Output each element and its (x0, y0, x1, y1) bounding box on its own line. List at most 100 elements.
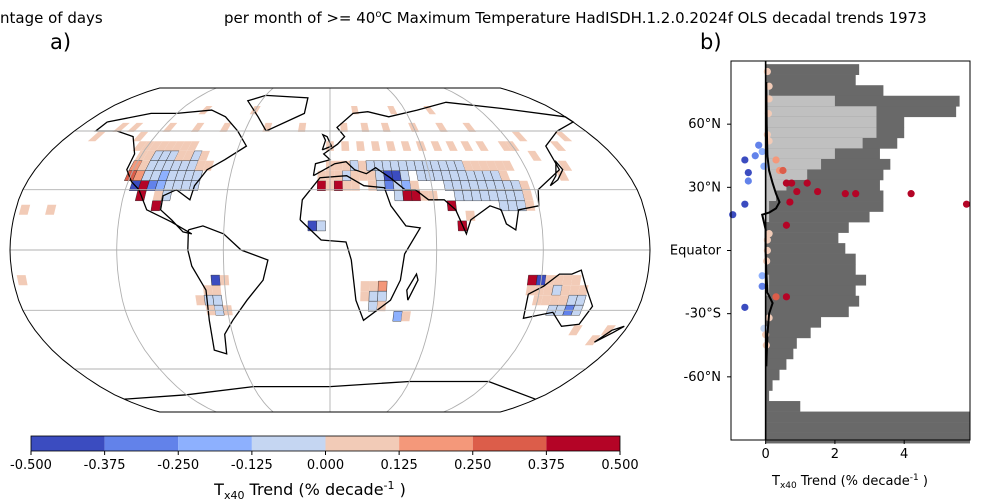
profile-xtick-label: 2 (831, 447, 839, 462)
dark-bar (765, 422, 970, 433)
map-grid-cell (333, 180, 344, 191)
map-grid-cell (340, 122, 348, 132)
map-grid-cell (555, 170, 570, 181)
dark-bar (765, 201, 884, 212)
trend-point (758, 272, 766, 280)
coastline (522, 269, 594, 327)
map-grid-cell (360, 291, 370, 302)
map-grid-cell (435, 122, 448, 132)
map-grid-cell (137, 160, 151, 171)
map-grid-cell (571, 275, 582, 286)
trend-point (813, 187, 822, 196)
profile-ytick-label: -60°N (684, 370, 721, 385)
light-bar (765, 211, 770, 223)
map-grid-cell (402, 190, 413, 201)
map-grid-cell (126, 122, 144, 132)
light-bar (765, 201, 770, 212)
map-grid-cell (366, 170, 377, 181)
panel-b-label: b) (700, 30, 722, 54)
map-grid-cell (186, 141, 200, 151)
trend-point (765, 230, 773, 238)
profile-ytick-label: 60°N (688, 117, 721, 132)
dark-bar (765, 211, 870, 223)
map-grid-cell (501, 160, 515, 171)
dark-bar (765, 411, 970, 423)
dark-bar (765, 253, 856, 265)
colorbar-tick-label: 0.500 (601, 458, 638, 473)
trend-point (744, 168, 752, 177)
map-grid-cell (409, 180, 420, 191)
map-grid-cell (163, 141, 178, 151)
map-grid-cell (377, 291, 387, 302)
colorbar-tick-label: 0.250 (454, 458, 491, 473)
title-superscript: o (375, 9, 382, 20)
dark-bar (765, 274, 867, 286)
dark-bar (765, 432, 970, 444)
trend-point (779, 166, 787, 175)
map-grid-cell (132, 131, 149, 142)
map-grid-cell (460, 141, 474, 151)
profile-ytick-label: 30°N (688, 180, 721, 195)
map-grid-cell (527, 150, 542, 161)
graticule-meridian (222, 87, 274, 413)
map-grid-cell (195, 295, 206, 306)
map-grid-cell (469, 160, 482, 171)
map-grid-cell (560, 285, 571, 296)
map-grid-cell (155, 141, 170, 151)
map-grid-cell (351, 180, 360, 191)
map-grid-cell (316, 220, 326, 232)
dark-bar (765, 379, 773, 391)
map-grid-cell (360, 281, 370, 292)
map-grid-cell (342, 180, 352, 191)
map-grid-cell (316, 180, 327, 191)
map-grid-cell (584, 335, 601, 346)
map-grid-cell (400, 141, 412, 151)
map-grid-cell (475, 141, 489, 151)
map-grid-cell (562, 275, 573, 286)
colorbar: -0.500 -0.375 -0.250 -0.125 0.000 0.125 0.250 0… (10, 435, 639, 473)
trend-point (793, 187, 801, 196)
light-bar (765, 148, 835, 160)
map-grid-cell (162, 122, 178, 132)
profile-ytick-label: -30°S (685, 307, 721, 322)
light-bar (765, 169, 808, 181)
map-grid-cell (554, 131, 573, 142)
map-grid-cell (182, 150, 195, 161)
trend-point (962, 200, 971, 208)
map-grid-cell (549, 295, 561, 306)
map-grid-cell (16, 275, 28, 286)
map-grid-cell (568, 325, 583, 336)
colorbar-tick-label: -0.250 (157, 458, 199, 473)
map-grid-cell (522, 190, 534, 201)
colorbar-tick-label: -0.125 (231, 458, 273, 473)
map-grid-cell (493, 160, 507, 171)
dark-bar (765, 64, 860, 75)
map-grid-cell (179, 141, 193, 151)
map-grid-cell (368, 291, 379, 302)
map-grid-cell (477, 160, 491, 171)
map-grid-cell (210, 274, 221, 286)
dark-bar (765, 316, 822, 328)
graticule-meridian (116, 87, 217, 413)
map-grid-cell (540, 295, 552, 306)
map-grid-cell (518, 180, 531, 191)
map-grid-cell (526, 274, 538, 286)
map-grid-cell (171, 141, 185, 151)
map-grid-cell (392, 311, 403, 322)
trend-point (755, 141, 763, 149)
map-grid-cell (569, 285, 580, 296)
map-grid-cell (198, 150, 210, 161)
map-grid-cell (380, 122, 391, 132)
map-grid-cell (542, 285, 554, 296)
trend-point (782, 293, 791, 301)
map-grid-cell (498, 170, 511, 181)
colorbar-tick-label: -0.500 (10, 458, 52, 473)
trend-point (907, 190, 915, 198)
colorbar-segment (472, 436, 547, 451)
dark-bar (765, 295, 860, 307)
trend-point (772, 156, 780, 164)
map-grid-cell (152, 190, 164, 201)
light-bar (765, 106, 877, 118)
colorbar-segment (325, 436, 400, 451)
title-right-text-2: C Maximum Temperature HadISDH.1.2.0.2024… (381, 9, 927, 27)
